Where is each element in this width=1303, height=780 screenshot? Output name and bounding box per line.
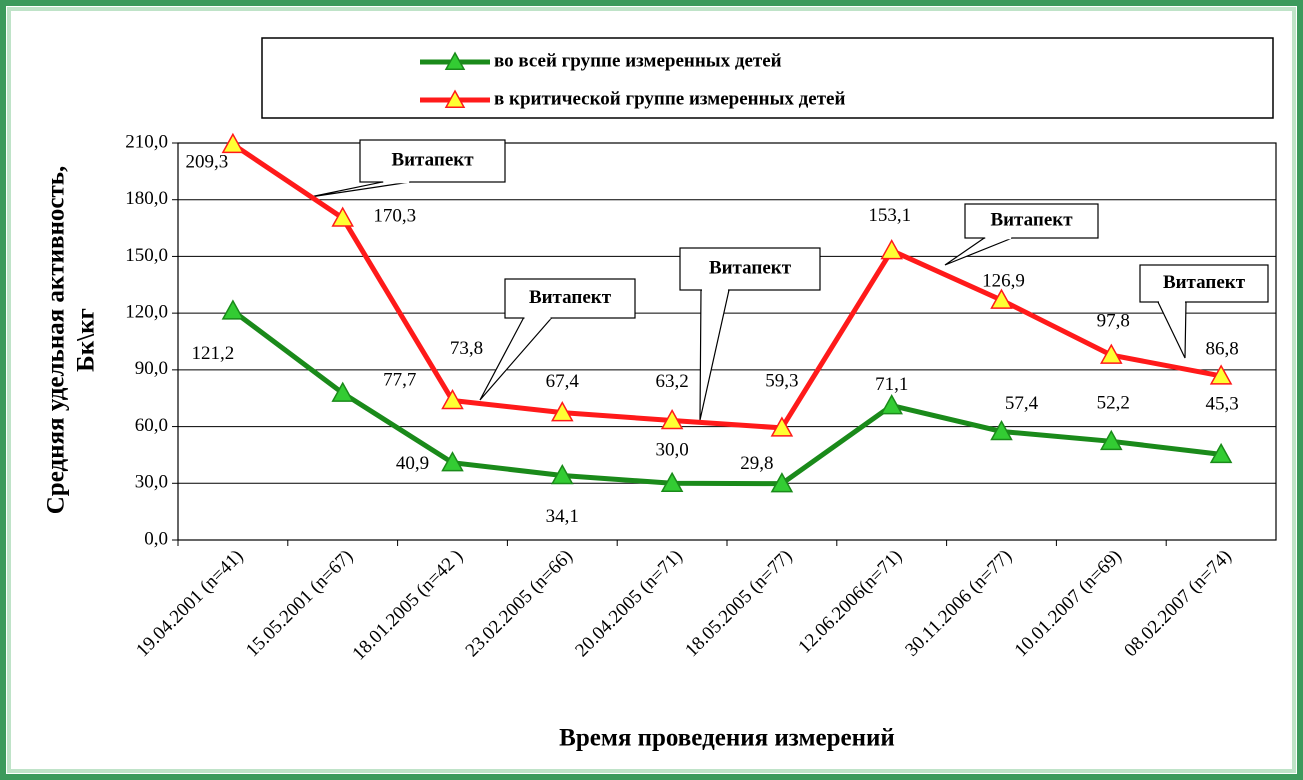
marker — [1209, 442, 1233, 464]
callout-box — [359, 139, 506, 183]
callout: Витапект — [479, 278, 636, 401]
callout: Витапект — [309, 139, 506, 198]
marker — [441, 451, 464, 472]
data-label: 126,9 — [982, 270, 1025, 291]
marker — [1100, 429, 1123, 451]
annotation: Витапект — [709, 257, 792, 278]
series-line — [231, 308, 1222, 487]
data-label: 209,3 — [186, 152, 229, 173]
callout-box — [1139, 264, 1269, 303]
inner-frame — [7, 7, 1296, 773]
marker — [221, 132, 245, 154]
data-label: 71,1 — [875, 374, 908, 395]
y-tick-label: 120,0 — [125, 302, 168, 323]
y-tick-label: 210,0 — [125, 131, 168, 152]
data-label: 63,2 — [655, 371, 688, 392]
marker — [331, 381, 354, 402]
annotation: Витапект — [990, 209, 1073, 230]
data-label: 121,2 — [192, 343, 235, 364]
callout: Витапект — [944, 203, 1099, 266]
y-tick-label: 30,0 — [135, 472, 168, 493]
data-label: 97,8 — [1097, 310, 1130, 331]
series-line — [231, 142, 1222, 431]
x-axis-title: Время проведения измерений — [559, 725, 895, 752]
data-label: 29,8 — [740, 453, 773, 474]
data-label: 57,4 — [1005, 393, 1039, 414]
callout-box — [964, 203, 1099, 239]
data-label: 153,1 — [868, 205, 911, 226]
legend-label: в критической группе измеренных детей — [494, 88, 845, 109]
legend-marker — [444, 89, 466, 108]
data-label: 170,3 — [373, 205, 416, 226]
marker — [990, 288, 1013, 309]
data-label: 59,3 — [765, 370, 798, 391]
data-label: 34,1 — [546, 506, 579, 527]
y-tick-label: 0,0 — [144, 528, 168, 549]
data-label: 40,9 — [396, 453, 429, 474]
marker — [551, 463, 574, 485]
marker — [441, 388, 464, 410]
callout-box — [504, 278, 636, 319]
marker — [660, 408, 684, 430]
marker — [990, 419, 1013, 441]
marker — [660, 471, 684, 493]
marker — [770, 472, 794, 493]
marker — [1209, 364, 1233, 385]
data-label: 30,0 — [655, 440, 688, 461]
y-tick-label: 150,0 — [125, 245, 168, 266]
legend — [261, 37, 1274, 119]
callout: Витапект — [1139, 264, 1269, 359]
marker — [551, 401, 574, 422]
marker — [880, 394, 903, 415]
marker — [770, 416, 794, 437]
callout-box — [679, 247, 821, 291]
marker — [1100, 343, 1123, 364]
data-label: 73,8 — [450, 338, 483, 359]
annotation: Витапект — [391, 149, 474, 170]
data-label: 67,4 — [546, 371, 580, 392]
legend-marker — [444, 51, 466, 70]
data-label: 45,3 — [1205, 394, 1238, 415]
annotation: Витапект — [1163, 272, 1246, 293]
data-label: 52,2 — [1097, 393, 1130, 414]
y-axis-title: Средняя удельная активность, — [43, 166, 70, 515]
annotation: Витапект — [529, 287, 612, 308]
marker — [221, 299, 245, 320]
y-axis-title: Бк\кг — [73, 308, 100, 372]
y-tick-label: 180,0 — [125, 188, 168, 209]
y-tick-label: 60,0 — [135, 415, 168, 436]
callout: Витапект — [679, 247, 821, 421]
y-tick-label: 90,0 — [135, 358, 168, 379]
legend-label: во всей группе измеренных детей — [494, 50, 782, 71]
data-label: 77,7 — [383, 369, 416, 390]
marker — [880, 239, 903, 260]
marker — [331, 206, 354, 227]
data-label: 86,8 — [1205, 338, 1238, 359]
